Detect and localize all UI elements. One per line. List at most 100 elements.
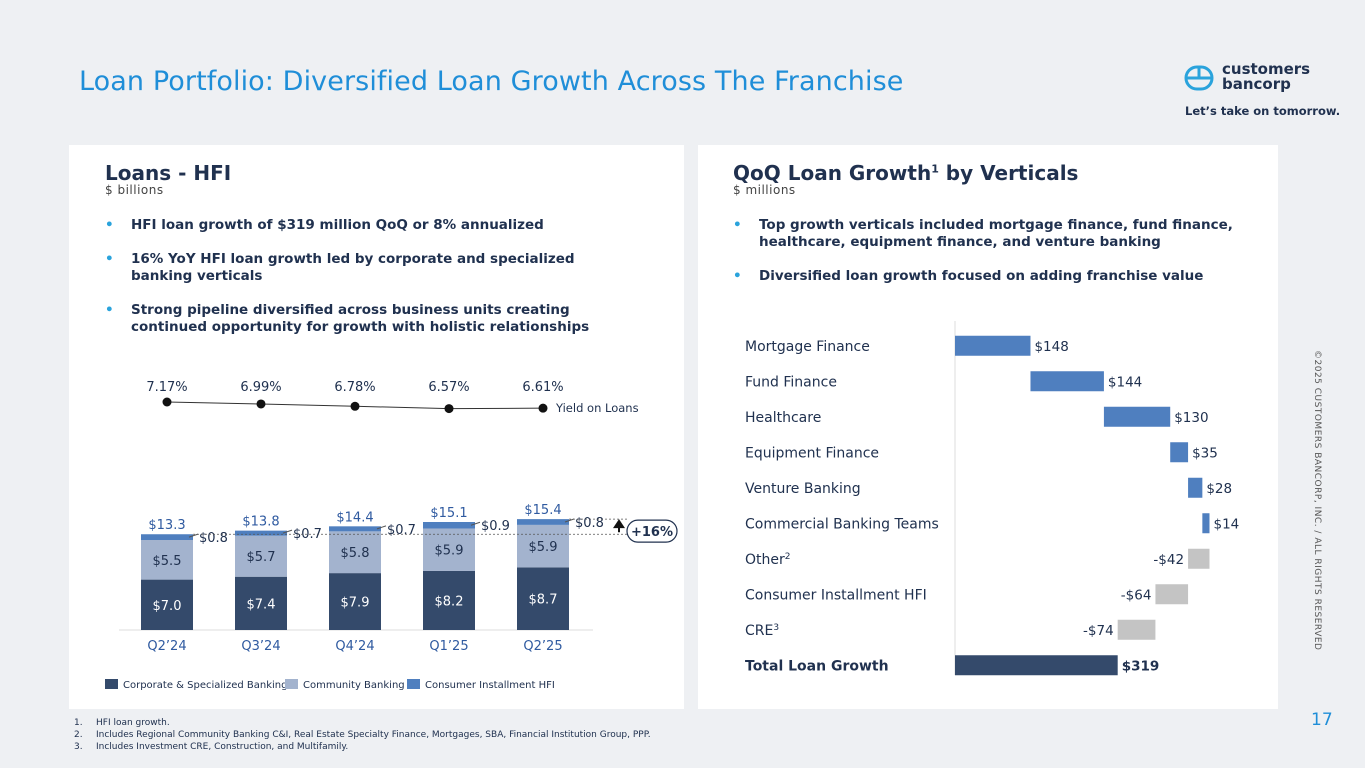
footnote-text: Includes Regional Community Banking C&I,… [96, 730, 651, 740]
category-label: Commercial Banking Teams [745, 516, 939, 532]
yield-point [538, 403, 548, 413]
x-tick-label: Q2’24 [147, 639, 186, 654]
waterfall-bar [955, 335, 1031, 356]
yield-value-label: 6.61% [522, 380, 563, 395]
bullet: Strong pipeline diversified across busin… [105, 302, 625, 336]
footnote-number: 3. [74, 742, 83, 752]
bar-total-label: $13.3 [148, 518, 185, 533]
yield-value-label: 7.17% [146, 380, 187, 395]
category-label: Fund Finance [745, 374, 837, 390]
category-label: Healthcare [745, 410, 821, 426]
category-label: Total Loan Growth [745, 658, 889, 674]
bar-value-label: $8.7 [529, 593, 558, 608]
bar-value-label: $7.4 [247, 597, 276, 612]
consumer-value-label: $0.7 [387, 523, 416, 538]
bar-segment [423, 522, 475, 529]
bar-value-label: $5.7 [247, 550, 276, 565]
qoq-growth-bullets: Top growth verticals included mortgage f… [733, 217, 1233, 302]
yield-point [162, 397, 172, 407]
leader-line [470, 521, 481, 526]
footnote-3: 3. Includes Investment CRE, Construction,… [74, 741, 651, 753]
copyright: ©2025 CUSTOMERS BANCORP, INC. / ALL RIGH… [1312, 350, 1322, 651]
bar-total-label: $13.8 [242, 515, 279, 530]
yield-point [256, 399, 266, 409]
qoq-title-main: QoQ Loan Growth [733, 161, 932, 185]
bullet: HFI loan growth of $319 million QoQ or 8… [105, 217, 625, 234]
waterfall-value-label: $35 [1192, 445, 1218, 461]
leader-line [564, 518, 575, 523]
bar-segment [329, 573, 381, 630]
footnote-1: 1. HFI loan growth. [74, 717, 651, 729]
qoq-title-footnote: 1 [931, 162, 939, 176]
bullet: Top growth verticals included mortgage f… [733, 217, 1233, 251]
waterfall-value-label: $319 [1122, 658, 1160, 674]
waterfall-value-label: $28 [1206, 481, 1232, 497]
growth-arrow-head [613, 519, 625, 529]
bar-segment [423, 570, 475, 630]
consumer-value-label: $0.8 [199, 531, 228, 546]
leader-line [188, 533, 199, 538]
bar-segment [329, 531, 381, 574]
loans-hfi-panel: Loans - HFI $ billions HFI loan growth o… [69, 145, 684, 709]
bar-segment [517, 567, 569, 630]
category-label: Other2 [745, 552, 791, 568]
qoq-title-suffix: by Verticals [938, 161, 1079, 185]
waterfall-value-label: $14 [1213, 516, 1239, 532]
category-label: Mortgage Finance [745, 339, 870, 355]
consumer-value-label: $0.8 [575, 516, 604, 531]
waterfall-bar [1170, 442, 1189, 463]
bar-segment [517, 519, 569, 525]
bar-value-label: $5.9 [435, 544, 464, 559]
waterfall-value-label: -$64 [1121, 587, 1152, 603]
growth-badge [626, 519, 678, 543]
waterfall-bar [1117, 619, 1156, 640]
bar-segment [141, 540, 193, 580]
legend-label: Community Banking [303, 680, 405, 691]
bar-total-label: $14.4 [336, 510, 373, 525]
waterfall-bar [1155, 584, 1189, 605]
bullet: Diversified loan growth focused on addin… [733, 268, 1233, 285]
consumer-value-label: $0.9 [481, 519, 510, 534]
footnote-text: HFI loan growth. [96, 718, 170, 728]
category-footnote: 2 [785, 552, 791, 562]
footnote-number: 2. [74, 730, 83, 740]
company-logo: customers bancorp [1184, 60, 1344, 94]
logo-line2: bancorp [1222, 75, 1291, 93]
bullet: 16% YoY HFI loan growth led by corporate… [105, 251, 625, 285]
loans-hfi-chart: $7.0 $5.5 $0.8 $13.3 Q2’24 $7.4 $5.7 $0.7 $13.8 Q… [105, 380, 678, 691]
yield-series-label: Yield on Loans [555, 401, 639, 415]
logo-line1: customers [1222, 60, 1311, 78]
x-tick-label: Q4’24 [335, 639, 374, 654]
loans-hfi-bullets: HFI loan growth of $319 million QoQ or 8… [105, 217, 625, 353]
tagline: Let’s take on tomorrow. [1185, 104, 1341, 118]
waterfall-bar [1103, 406, 1171, 427]
bar-value-label: $5.5 [153, 554, 182, 569]
footnote-text: Includes Investment CRE, Construction, a… [96, 742, 349, 752]
bar-value-label: $5.9 [529, 540, 558, 555]
qoq-waterfall-chart: Mortgage Finance $148 Fund Finance $144 Heal… [745, 321, 1239, 676]
bar-value-label: $5.8 [341, 546, 370, 561]
yield-point [444, 404, 454, 414]
page-title: Loan Portfolio: Diversified Loan Growth … [79, 66, 904, 97]
category-label: Consumer Installment HFI [745, 587, 927, 603]
legend-label: Corporate & Specialized Banking [123, 680, 287, 691]
waterfall-value-label: $144 [1108, 374, 1142, 390]
loans-hfi-title: Loans - HFI [105, 161, 232, 185]
waterfall-value-label: $148 [1034, 339, 1068, 355]
bar-total-label: $15.1 [430, 506, 467, 521]
bar-segment [517, 524, 569, 568]
footnote-2: 2. Includes Regional Community Banking C&… [74, 729, 651, 741]
bar-segment [141, 534, 193, 540]
x-tick-label: Q3’24 [241, 639, 280, 654]
legend-swatch [407, 679, 420, 689]
bar-total-label: $15.4 [524, 503, 561, 518]
bar-segment [235, 576, 287, 630]
waterfall-bar [1188, 477, 1203, 498]
bar-segment [235, 530, 287, 536]
waterfall-bar [1030, 371, 1104, 392]
logo-mark-icon [1184, 65, 1214, 91]
footnotes: 1. HFI loan growth. 2. Includes Regional C… [74, 717, 651, 753]
waterfall-bar [1188, 548, 1210, 569]
x-tick-label: Q1’25 [429, 639, 468, 654]
waterfall-bar [1202, 513, 1210, 534]
